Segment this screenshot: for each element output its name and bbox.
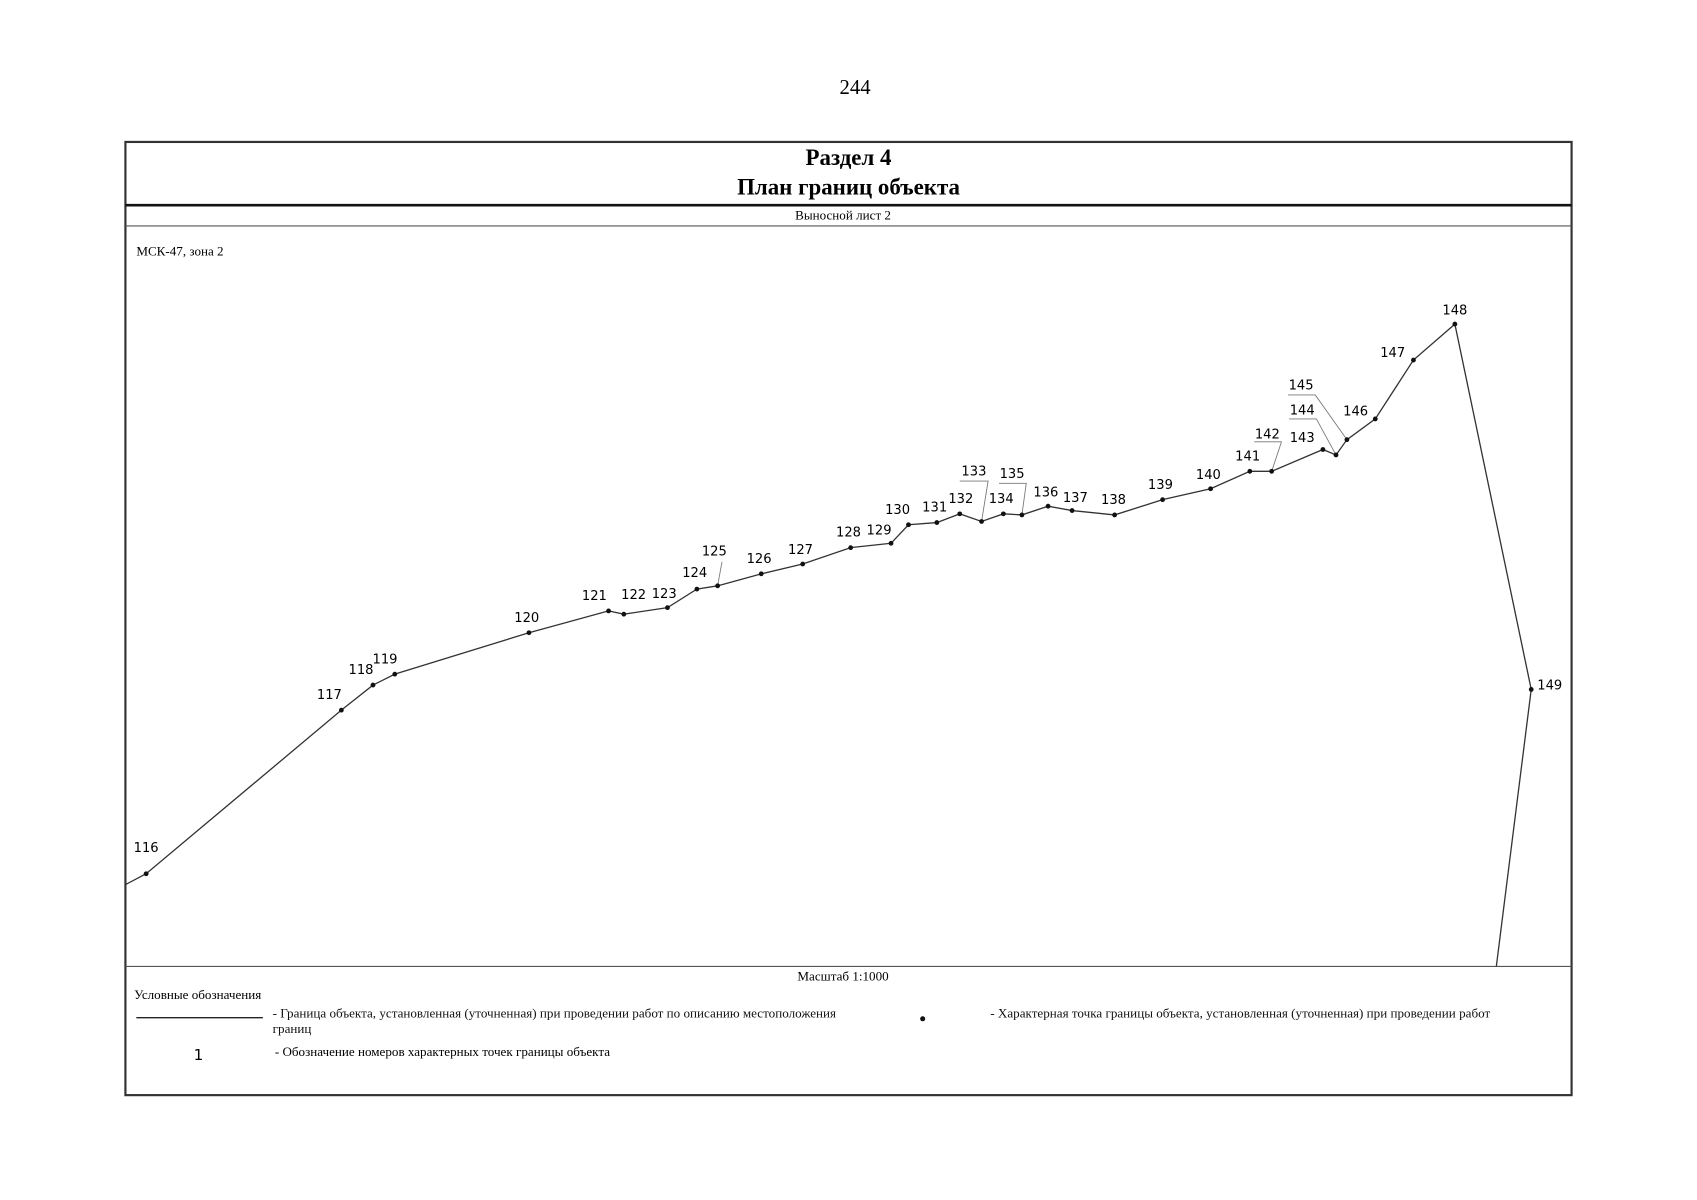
boundary-point [143, 871, 149, 877]
boundary-point [979, 519, 984, 524]
boundary-point [957, 511, 963, 517]
point-number: 127 [788, 543, 813, 558]
boundary-point [606, 608, 611, 614]
boundary-point [665, 605, 670, 611]
boundary-point [1000, 511, 1006, 517]
point-number: 117 [317, 688, 342, 703]
point-number: 120 [514, 611, 539, 626]
label-leader [959, 480, 989, 522]
boundary-point [848, 545, 854, 551]
point-number: 141 [1235, 449, 1260, 464]
label-leader [717, 561, 723, 586]
label-leader [1254, 441, 1283, 472]
point-number: 136 [1033, 485, 1058, 500]
boundary-point [1160, 497, 1165, 503]
point-number: 143 [1290, 431, 1315, 446]
boundary-point [1528, 687, 1534, 692]
boundary-point [934, 520, 940, 525]
legend-point-symbol [920, 1016, 926, 1022]
boundary-point [906, 522, 911, 528]
boundary-point [715, 583, 721, 589]
boundary-point [1372, 416, 1378, 422]
point-number: 149 [1537, 678, 1562, 693]
point-number: 134 [989, 492, 1014, 507]
boundary-point [1344, 437, 1350, 443]
boundary-point [694, 586, 700, 592]
point-number: 121 [582, 589, 607, 604]
point-number: 131 [922, 501, 947, 516]
legend-boundary: - Граница объекта, установленная (уточне… [272, 1005, 837, 1037]
label-leader [999, 482, 1027, 515]
boundary-point [1208, 486, 1213, 492]
legend-boundary-text: - Граница объекта, установленная (уточне… [272, 1005, 837, 1037]
point-number: 139 [1148, 478, 1173, 493]
boundary-point [1069, 508, 1075, 513]
point-number: 133 [961, 465, 986, 480]
boundary-line [125, 322, 1532, 967]
point-number: 148 [1442, 303, 1467, 318]
point-number: 126 [747, 552, 772, 567]
point-number: 132 [948, 492, 973, 507]
boundary-point [1019, 512, 1025, 518]
point-number: 145 [1289, 379, 1314, 394]
boundary-point [526, 630, 532, 636]
point-number: 146 [1343, 405, 1368, 420]
point-number: 116 [134, 841, 159, 856]
boundary-point [1411, 357, 1416, 363]
boundary-point [1320, 447, 1326, 452]
frame [124, 140, 1573, 1097]
legend-title: Условные обозначения [134, 987, 261, 1002]
point-number: 142 [1255, 428, 1280, 443]
legend-point-text: - Характерная точка границы объекта, уст… [990, 1005, 1491, 1021]
boundary-point [1247, 468, 1253, 474]
point-number: 128 [836, 526, 861, 541]
boundary-point [1333, 452, 1339, 458]
sheet-label: Выносной лист 2 [795, 207, 891, 222]
coordinate-system: МСК-47, зона 2 [136, 243, 223, 258]
plan-title: План границ объекта [737, 174, 960, 199]
boundary-point [1452, 321, 1458, 327]
point-number: 147 [1380, 346, 1405, 361]
label-leader [1288, 394, 1348, 440]
boundary-point [800, 561, 806, 567]
boundary-point [1045, 503, 1051, 509]
boundary-point [392, 671, 398, 677]
point-number: 144 [1290, 404, 1315, 419]
point-number: 129 [867, 524, 892, 539]
point-number: 125 [702, 544, 727, 559]
boundary-point [621, 611, 627, 617]
point-number: 119 [373, 652, 398, 667]
boundary-point [370, 682, 376, 688]
legend-point: - Характерная точка границы объекта, уст… [990, 1005, 1491, 1021]
point-number: 130 [885, 503, 910, 518]
boundary-point [888, 540, 894, 546]
section-title: Раздел 4 [806, 145, 893, 170]
scale: Масштаб 1:1000 [797, 969, 889, 984]
boundary-point [1112, 512, 1118, 518]
point-number: 138 [1101, 493, 1126, 508]
boundary-point [758, 571, 764, 577]
legend-number-symbol: 1 [194, 1046, 204, 1064]
point-number: 137 [1063, 491, 1088, 506]
point-number: 135 [1000, 467, 1025, 482]
page-number: 244 [840, 77, 872, 99]
point-number: 123 [652, 587, 677, 602]
boundary-point [1269, 468, 1275, 474]
legend-numbering: - Обозначение номеров характерных точек … [275, 1044, 610, 1059]
point-number: 140 [1196, 468, 1221, 483]
point-number: 118 [349, 663, 374, 678]
point-number: 122 [621, 588, 646, 603]
label-leader [1289, 418, 1337, 456]
boundary-point [338, 707, 344, 713]
point-number: 124 [682, 566, 707, 581]
